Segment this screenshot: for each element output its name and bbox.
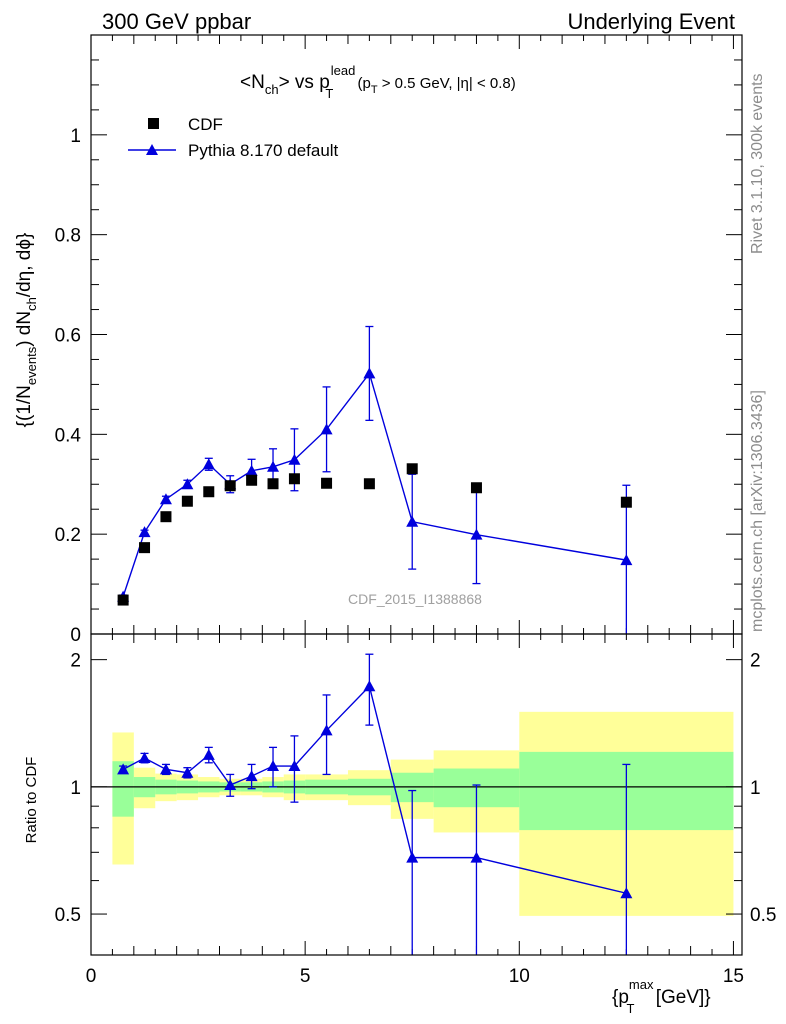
cdf-point <box>267 478 279 490</box>
pythia-point <box>245 464 258 476</box>
ratio-point <box>224 779 237 791</box>
pythia-point <box>406 515 419 527</box>
rivet-label: Rivet 3.1.10, 300k events <box>749 73 766 254</box>
pythia-point <box>159 493 172 505</box>
pythia-point <box>181 478 194 490</box>
cdf-point <box>470 482 482 494</box>
main-y-tick-label: 0.6 <box>55 326 81 347</box>
x-tick-label: 5 <box>300 966 311 987</box>
pythia-point <box>288 453 301 465</box>
ratio-point <box>138 752 151 764</box>
legend-label-pythia: Pythia 8.170 default <box>188 141 339 160</box>
cdf-point <box>321 477 333 489</box>
legend-marker-cdf <box>148 118 159 129</box>
ratio-point <box>117 763 130 775</box>
legend-label-cdf: CDF <box>188 115 223 134</box>
ratio-plot: 0 5 10 15 0.5 0.5 1 1 2 2 <box>55 633 776 987</box>
cdf-point <box>160 511 172 523</box>
pythia-point <box>138 526 151 538</box>
ratio-frame <box>90 633 743 956</box>
main-title: <Nch> vs plead T (pT > 0.5 GeV, |η| < 0.8… <box>240 63 516 101</box>
x-tick-label: 10 <box>509 966 530 987</box>
cdf-point <box>224 480 236 492</box>
cdf-point <box>363 478 375 490</box>
ratio-point <box>202 748 215 760</box>
main-y-tick-label: 1 <box>70 126 81 147</box>
ratio-point <box>181 766 194 778</box>
ratio-point <box>620 887 633 899</box>
cdf-point <box>246 474 258 486</box>
ratio-point <box>267 760 280 772</box>
pythia-point <box>202 458 215 470</box>
cdf-point <box>406 463 418 475</box>
ratio-y-tick-label: 2 <box>70 651 81 672</box>
ratio-point <box>159 763 172 775</box>
cdf-point <box>620 496 632 508</box>
ratio-point <box>288 760 301 772</box>
legend-marker-pythia <box>146 144 158 155</box>
ratio-point <box>470 851 483 863</box>
main-plot: 0 0.2 0.4 0.6 0.8 1 <box>55 34 743 646</box>
pythia-point <box>363 367 376 379</box>
header-right: Underlying Event <box>567 9 735 34</box>
ratio-y-tick-label-right: 1 <box>750 778 761 799</box>
cdf-point <box>117 594 129 606</box>
pythia-point <box>267 460 280 472</box>
ratio-y-tick-label-right: 2 <box>750 651 761 672</box>
ratio-point <box>320 724 333 736</box>
x-axis-label: {pmax T [GeV]} <box>612 977 711 1016</box>
cdf-point <box>203 486 215 498</box>
ratio-point <box>363 680 376 692</box>
ratio-y-tick-label: 1 <box>70 778 81 799</box>
ratio-y-label: Ratio to CDF <box>23 757 40 844</box>
pythia-point <box>470 528 483 540</box>
cdf-point <box>139 542 151 554</box>
cdf-point <box>288 473 300 485</box>
pythia-line <box>122 371 627 597</box>
main-y-tick-label: 0 <box>70 625 81 646</box>
analysis-watermark: CDF_2015_I1388868 <box>348 591 482 607</box>
main-y-label: {(1/Nevents) dNch/dη, dϕ} <box>14 233 39 428</box>
main-y-tick-label: 0.2 <box>55 525 81 546</box>
ratio-y-tick-label-right: 0.5 <box>750 905 776 926</box>
pythia-point <box>620 554 633 566</box>
ratio-point <box>406 851 419 863</box>
x-tick-label: 0 <box>86 966 97 987</box>
x-tick-label: 15 <box>723 966 744 987</box>
mcplots-label: mcplots.cern.ch [arXiv:1306.3436] <box>749 390 766 632</box>
main-y-tick-label: 0.4 <box>55 425 82 446</box>
pythia-point <box>320 423 333 435</box>
header-left: 300 GeV ppbar <box>102 9 251 34</box>
main-y-tick-label: 0.8 <box>55 226 81 247</box>
ratio-point <box>245 770 258 782</box>
ratio-y-tick-label: 0.5 <box>55 905 81 926</box>
cdf-point <box>181 495 193 507</box>
ratio-stat-band <box>112 761 134 817</box>
